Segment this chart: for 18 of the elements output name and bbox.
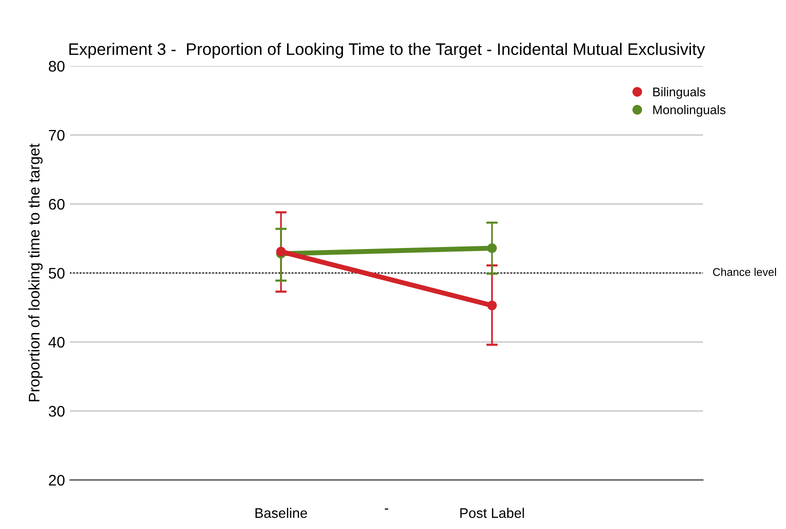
point (276, 246, 286, 256)
legend-label: Monolinguals (653, 105, 726, 117)
y-tick-label: 30 (48, 406, 65, 417)
y-tick-label: 20 (48, 474, 65, 486)
x-axis-title: - (384, 508, 388, 510)
point (487, 300, 497, 310)
chart-title: Experiment 3 - Proportion of Looking Time to the Target - Incidental Mutual Exclusivity (69, 42, 706, 58)
point (487, 243, 497, 254)
y-tick-label: 60 (48, 198, 65, 210)
y-tick-label: 50 (48, 268, 65, 279)
y-tick-label: 40 (48, 336, 65, 348)
y-tick-label: 80 (48, 60, 65, 72)
legend-label: Bilinguals (653, 87, 706, 99)
x-tick-label: Baseline (256, 508, 308, 518)
x-tick-label: Post Label (460, 508, 524, 518)
ref-line-label: Chance level (713, 268, 776, 276)
y-tick-label: 70 (48, 130, 65, 141)
y-axis-title: Proportion of looking time to the target (28, 144, 43, 402)
